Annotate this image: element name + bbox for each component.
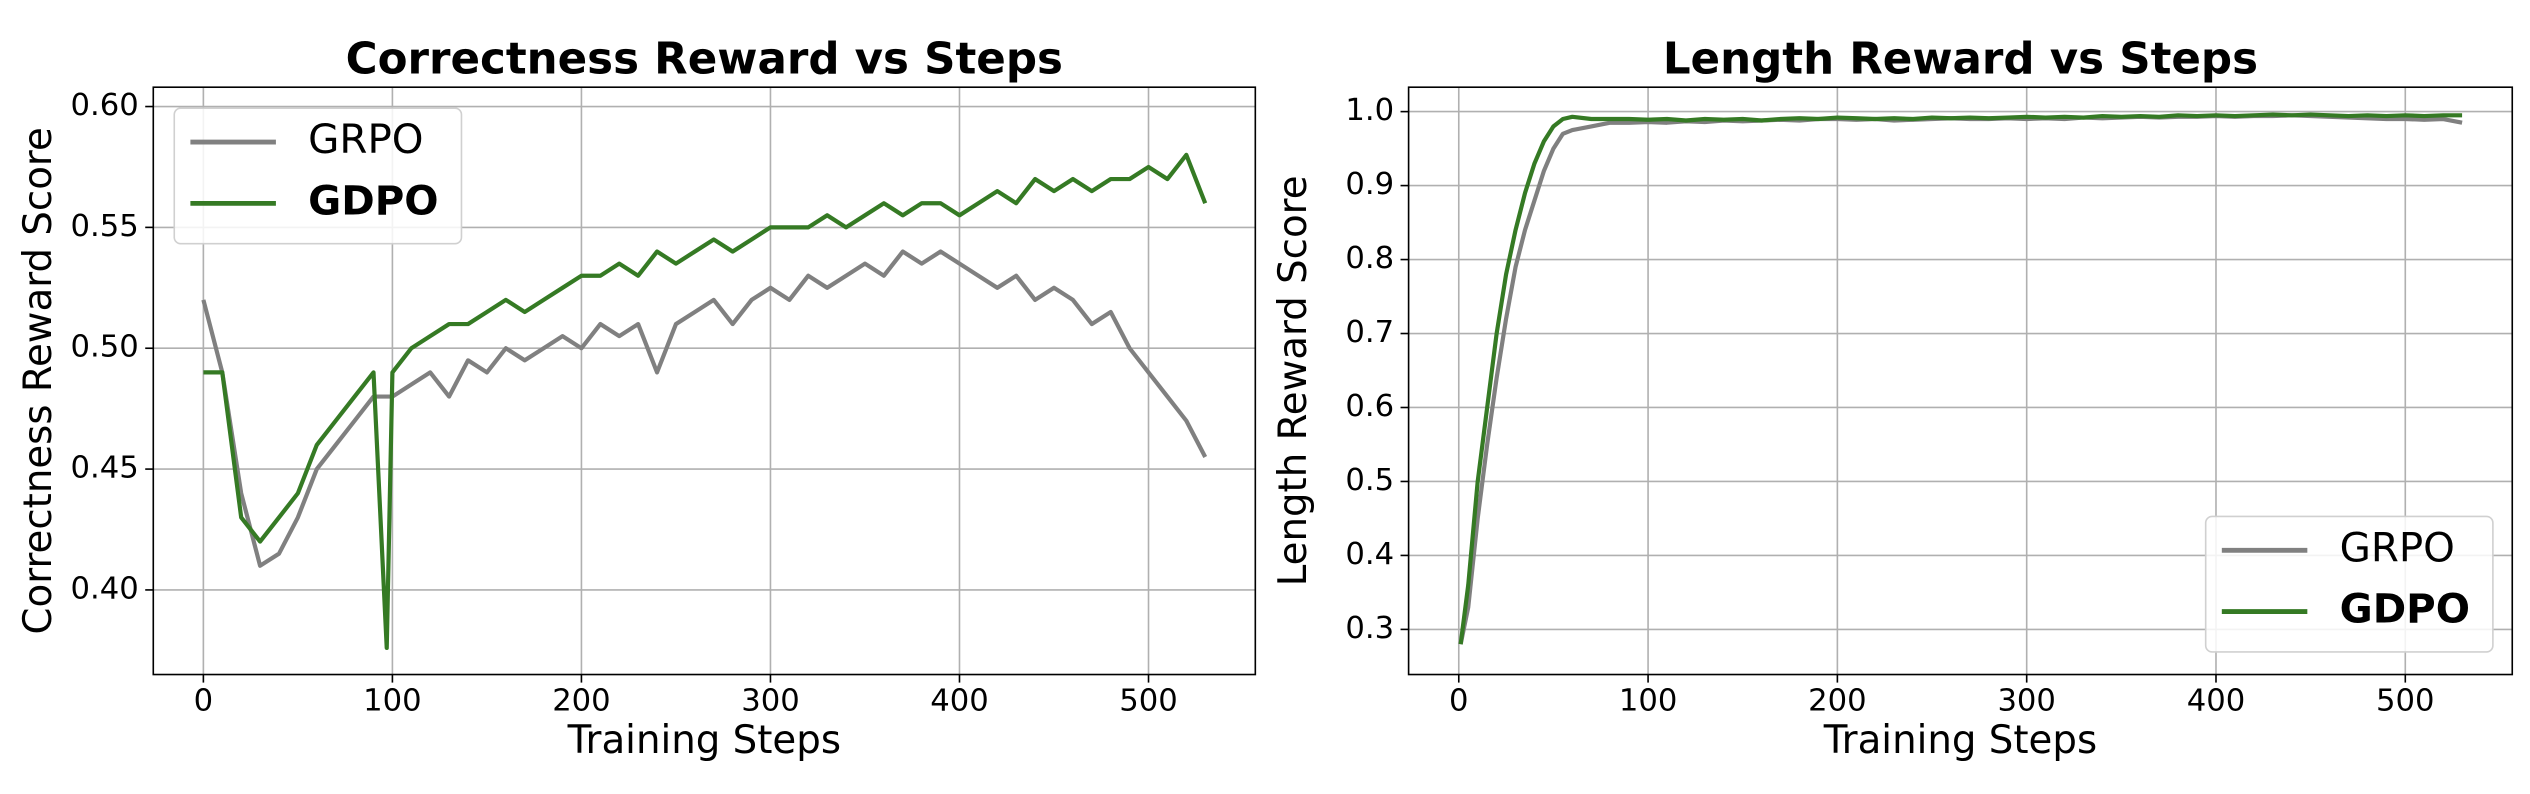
y-tick-label: 0.3 [1345,611,1394,646]
x-tick-label: 500 [1119,683,1177,718]
plot-area [1458,112,2463,645]
x-tick-label: 400 [930,683,988,718]
y-tick-label: 0.6 [1345,389,1394,424]
x-tick-label: 300 [1997,683,2055,718]
legend: GRPO GDPO [173,107,463,245]
x-tick-label: 500 [2376,683,2434,718]
y-tick-label: 1.0 [1345,93,1394,128]
plot-area [201,152,1208,651]
x-tick-label: 400 [2187,683,2245,718]
x-tick-label: 300 [741,683,799,718]
chart: Length Reward vs Steps Training Steps Leng… [1271,34,2514,763]
x-tick-label: 200 [1808,683,1866,718]
y-tick-label: 0.5 [1345,463,1394,498]
y-tick-label: 0.60 [71,88,139,123]
axes-frame [1407,86,2514,676]
line-series [203,152,1208,651]
chart-title: Length Reward vs Steps [1663,34,2258,84]
legend: GRPO GDPO [2204,515,2494,653]
legend-label: GDPO [2340,586,2470,633]
line-series [201,249,1208,568]
legend-label: GRPO [2340,524,2455,571]
y-tick-label: 0.45 [71,451,139,486]
chart: Correctness Reward vs Steps Training Step… [16,34,1257,763]
y-tick-label: 0.8 [1345,241,1394,276]
legend-label: GRPO [308,116,423,163]
y-axis-label: Length Reward Score [1271,175,1316,586]
legend-label: GDPO [308,177,438,224]
y-tick-label: 0.40 [71,571,139,606]
y-tick-label: 0.55 [71,209,139,244]
x-tick-label: 0 [1449,683,1469,718]
x-tick-label: 0 [194,683,214,718]
y-tick-label: 0.7 [1345,315,1394,350]
axes-frame [152,86,1257,676]
line-series [1458,112,2463,645]
y-axis-label: Correctness Reward Score [16,127,61,634]
y-tick-label: 0.4 [1345,537,1394,572]
chart-title: Correctness Reward vs Steps [346,34,1063,84]
y-tick-label: 0.9 [1345,167,1394,202]
x-tick-label: 100 [1619,683,1677,718]
x-axis-label: Training Steps [1823,718,2097,763]
x-tick-label: 200 [552,683,610,718]
x-axis-label: Training Steps [567,718,841,763]
y-tick-label: 0.50 [71,330,139,365]
x-tick-label: 100 [363,683,421,718]
